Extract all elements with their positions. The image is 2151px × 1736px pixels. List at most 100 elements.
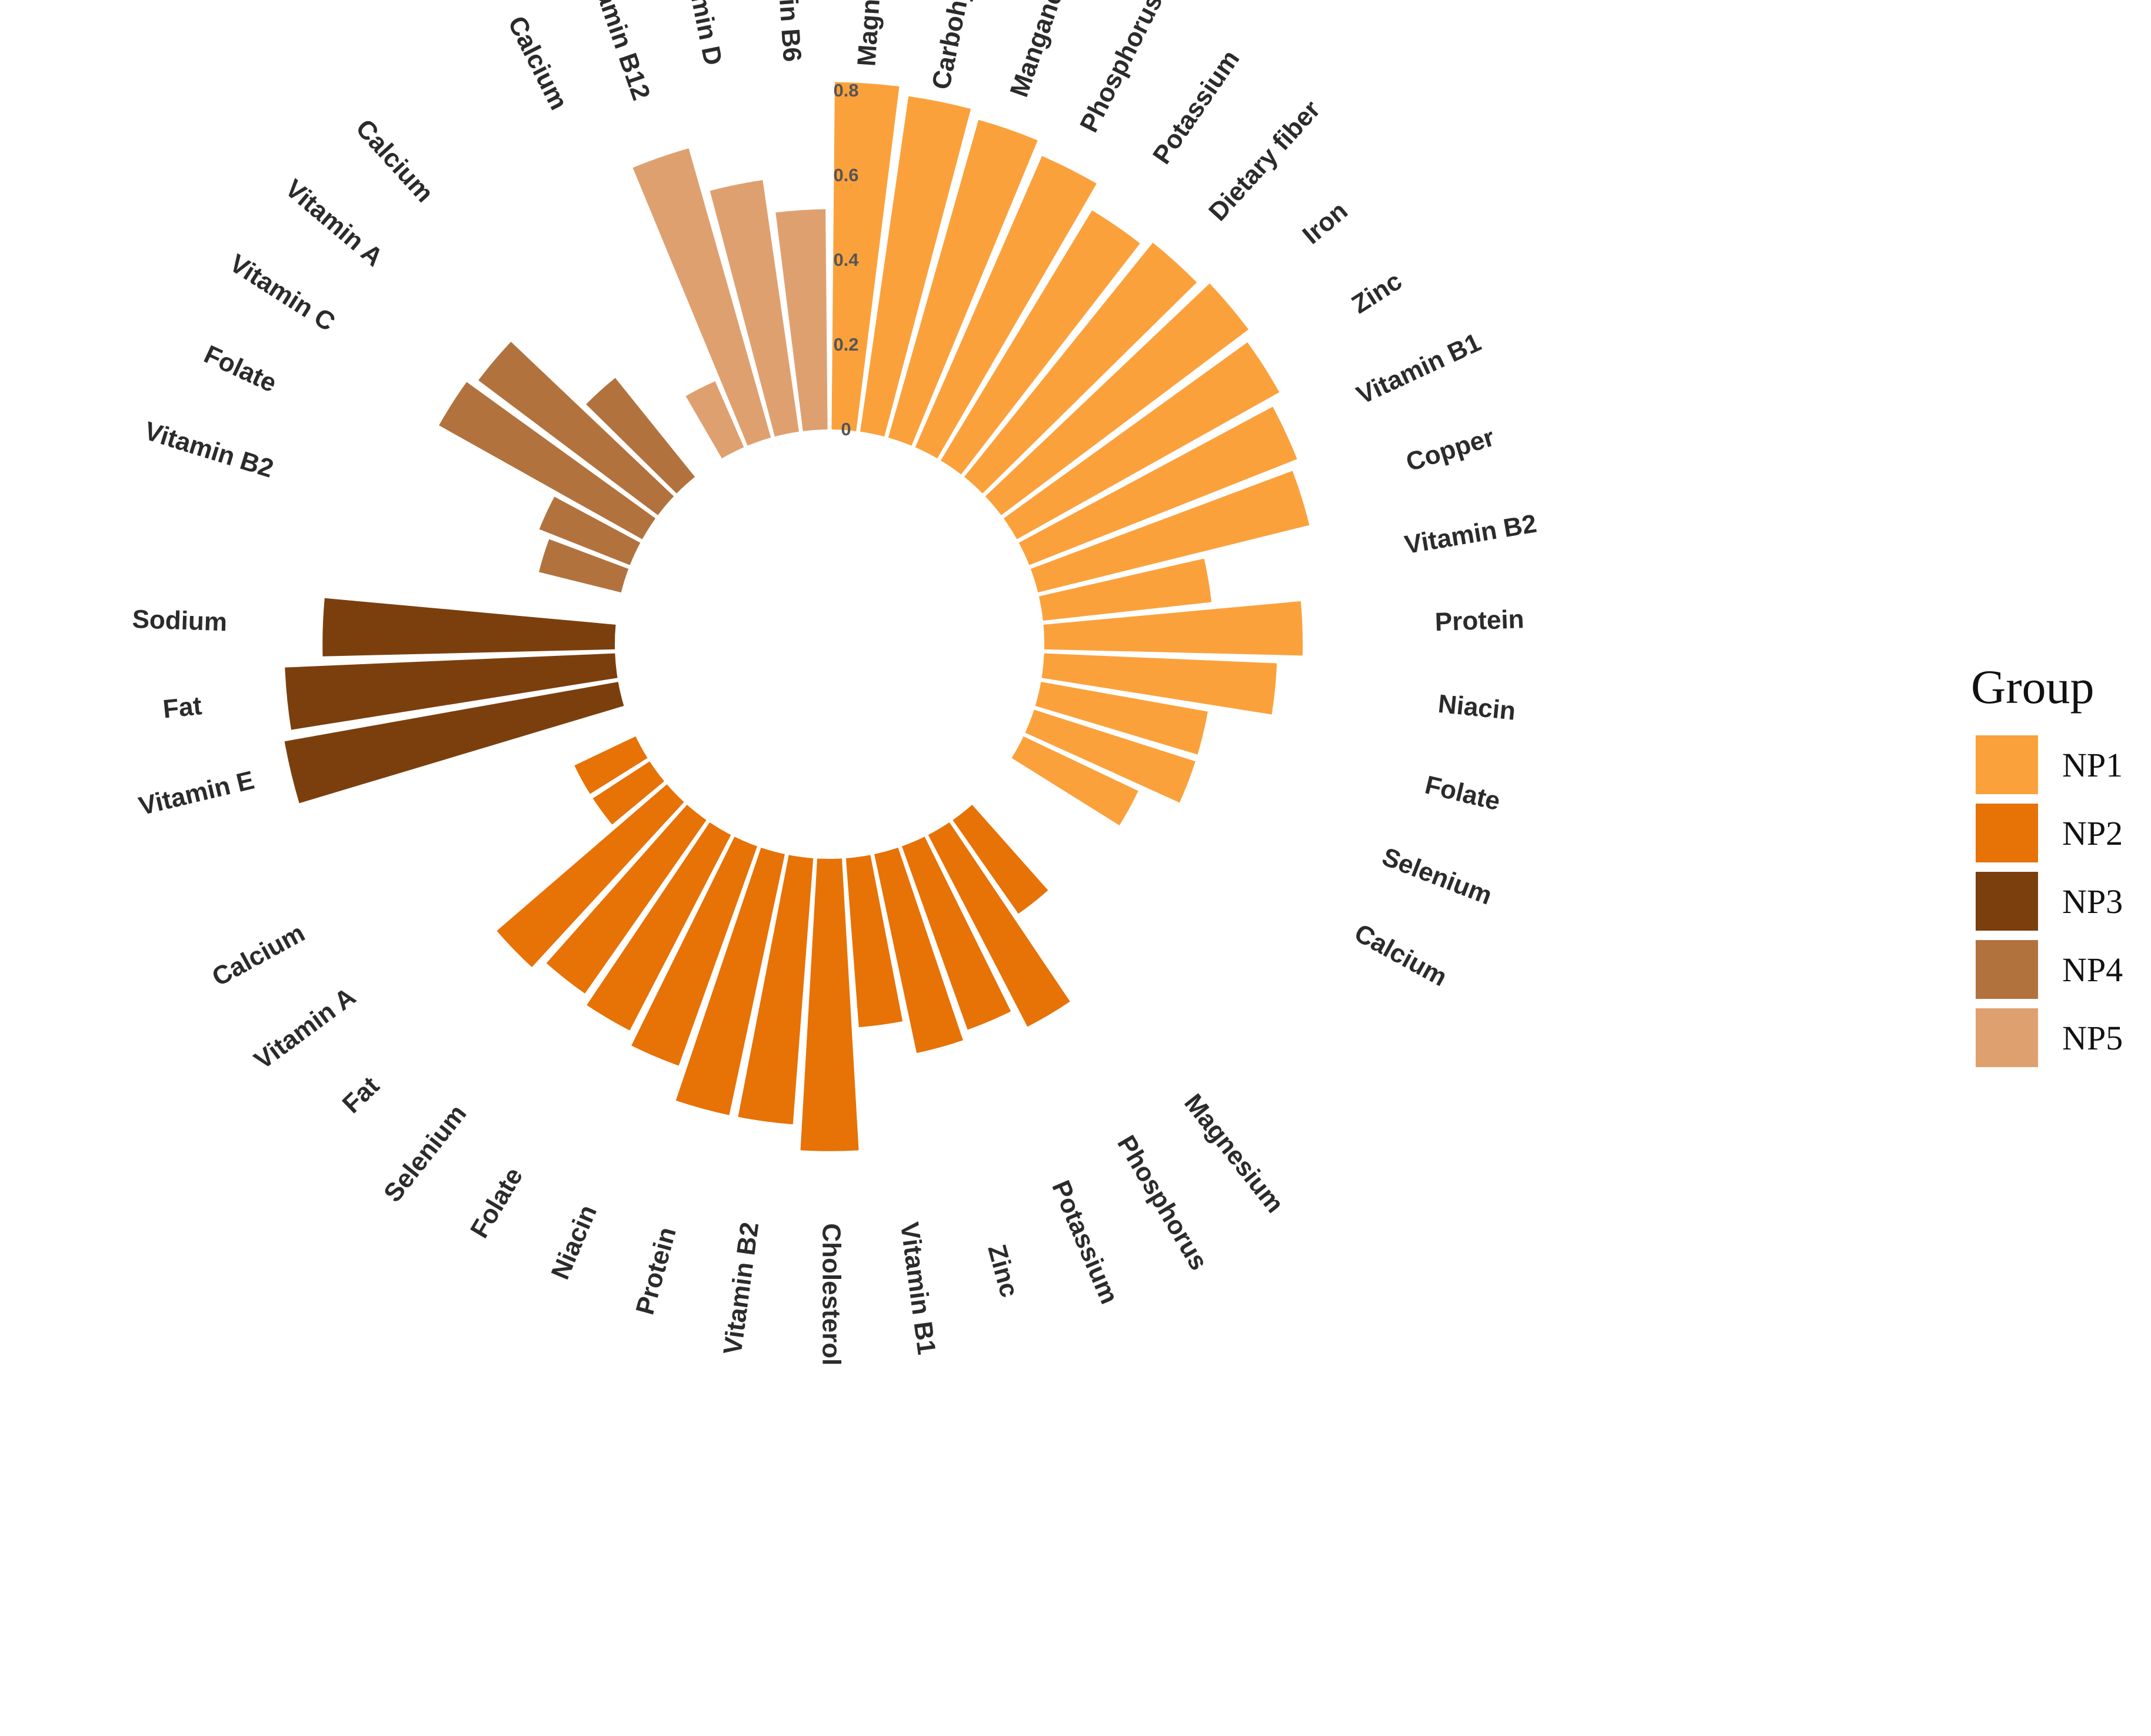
bar-np2-vitamin-b1 [845, 855, 903, 1028]
category-label: Protein [631, 1224, 682, 1318]
legend-label-np1: NP1 [2062, 746, 2123, 784]
bar-np1-magnesium [831, 82, 900, 431]
bar-np2-magnesium [953, 804, 1048, 914]
category-label: Vitamin B6 [769, 0, 807, 63]
legend-swatch-np5 [1976, 1008, 2038, 1067]
legend-swatch-np2 [1976, 804, 2038, 862]
category-label: Niacin [1437, 689, 1517, 726]
category-label: Carbohydrate [927, 0, 988, 92]
category-label: Vitamin B1 [1352, 328, 1485, 410]
bar-np1-vitamin-b1 [1018, 406, 1297, 565]
category-label: Calcium [207, 918, 309, 992]
bar-np1-manganese [888, 119, 1038, 446]
category-label: Calcium [502, 12, 574, 115]
category-label: Protein [1434, 605, 1524, 637]
bar-np1-copper [1030, 471, 1310, 593]
category-label: Sodium [132, 605, 228, 637]
legend-swatch-np3 [1976, 872, 2038, 931]
radial-tick-label: 0 [841, 419, 851, 439]
bar-np2-niacin [631, 837, 758, 1066]
category-label: Vitamin B12 [580, 0, 656, 104]
bar-np4-vitamin-b2 [538, 539, 629, 593]
legend-swatch-np4 [1976, 940, 2038, 999]
category-label: Vitamin B2 [718, 1221, 764, 1357]
bar-np1-folate [1035, 682, 1208, 755]
bar-np3-sodium [322, 598, 616, 657]
bar-np2-calcium [574, 736, 648, 794]
bar-np2-potassium [901, 837, 1011, 1030]
category-label: Phosphorus [1111, 1131, 1213, 1275]
legend-label-np4: NP4 [2062, 951, 2123, 989]
bar-np1-vitamin-b2 [1038, 558, 1212, 621]
bar-np4-calcium [586, 378, 695, 494]
category-label: Calcium [350, 114, 439, 208]
category-label: Fat [337, 1071, 385, 1119]
bar-np1-niacin [1041, 653, 1277, 715]
bar-np4-folate [539, 497, 641, 565]
radial-axis: 0 0.2 0.4 0.6 0.8 [833, 80, 859, 439]
bar-np2-protein [675, 847, 785, 1115]
radial-tick-label: 0.2 [833, 334, 858, 355]
legend-swatch-np1 [1976, 735, 2038, 794]
bar-np2-cholesterol [800, 858, 859, 1151]
category-label: Folate [465, 1162, 528, 1242]
radial-tick-label: 0.6 [833, 165, 858, 185]
bar-np1-dietary-fiber [964, 242, 1197, 494]
category-label: Selenium [378, 1099, 472, 1208]
category-label: Vitamin B1 [895, 1221, 941, 1357]
bar-np4-vitamin-a [478, 342, 674, 515]
bar-np1-phosphorus [915, 156, 1097, 459]
bar-np1-iron [985, 283, 1249, 515]
bar-np1-calcium [1011, 736, 1138, 826]
category-label: Niacin [545, 1201, 602, 1284]
bar-np5-vitamin-d [710, 180, 799, 437]
bar-np5-calcium [685, 381, 744, 459]
category-label: Fat [162, 691, 204, 724]
legend-label-np3: NP3 [2062, 882, 2123, 921]
category-label: Vitamin B2 [141, 416, 277, 484]
bar-np2-folate [587, 822, 731, 1031]
bar-np1-protein [1043, 601, 1303, 656]
bar-np3-fat [285, 653, 618, 730]
bar-np2-zinc [874, 847, 963, 1054]
category-label: Vitamin D [676, 0, 728, 68]
bar-np1-carbohydrate [860, 96, 971, 437]
bar-np2-vitamin-a [592, 761, 665, 825]
category-label: Dietary fiber [1203, 95, 1326, 226]
category-label: Vitamin A [279, 174, 388, 272]
radial-tick-label: 0.4 [833, 249, 859, 270]
category-label: Potassium [1147, 45, 1245, 169]
category-label: Potassium [1046, 1177, 1124, 1308]
legend-title: Group [1971, 660, 2095, 714]
bar-np3-vitamin-e [284, 682, 624, 804]
category-label: Cholesterol [817, 1223, 845, 1365]
category-label: Calcium [1350, 918, 1452, 992]
bar-np1-zinc [1003, 342, 1280, 539]
legend-label-np2: NP2 [2062, 814, 2123, 852]
bar-np2-vitamin-b2 [738, 855, 814, 1125]
category-label: Magnesium [852, 0, 890, 67]
bar-np5-vitamin-b12 [632, 148, 771, 446]
legend: Group NP1 NP2 NP3 NP4 NP5 [1971, 660, 2123, 1067]
category-label: Copper [1403, 423, 1498, 477]
legend-label-np5: NP5 [2062, 1019, 2123, 1057]
category-label: Vitamin B2 [1403, 509, 1539, 559]
category-label: Vitamin C [224, 249, 340, 337]
radial-tick-label: 0.8 [833, 80, 858, 101]
category-label: Selenium [1378, 842, 1496, 911]
category-label: Phosphorus [1074, 0, 1168, 137]
bars-layer [284, 82, 1310, 1151]
category-label: Vitamin E [136, 765, 257, 821]
category-label: Zinc [982, 1241, 1024, 1300]
bar-np2-selenium [546, 804, 707, 994]
category-label: Magnesium [1178, 1089, 1289, 1218]
bar-np1-selenium [1025, 709, 1196, 803]
bar-np2-phosphorus [928, 822, 1070, 1027]
bar-np2-fat [497, 784, 684, 968]
category-label: Folate [199, 340, 281, 398]
category-label: Manganese [1004, 0, 1078, 101]
bar-np1-potassium [940, 210, 1140, 475]
bar-np4-vitamin-c [439, 382, 656, 539]
bar-np5-vitamin-b6 [775, 209, 828, 431]
